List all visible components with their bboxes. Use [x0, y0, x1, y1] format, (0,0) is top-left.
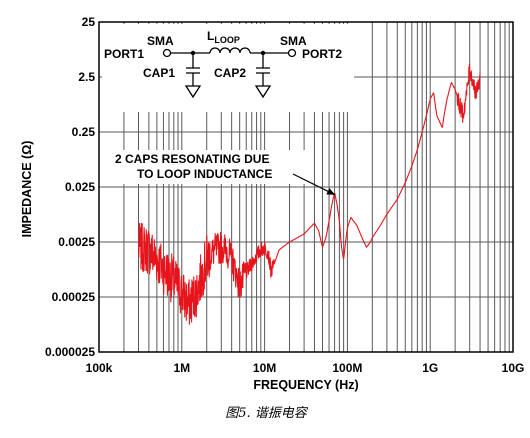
axis-layer: 100k 1M 10M 100M 1G 10G 25 2.5 0.25 0.025 0.0025 0.… [45, 15, 524, 375]
annotation-line2: TO LOOP INDUCTANCE [137, 167, 272, 181]
x-tick-label: 1G [422, 361, 438, 375]
schematic-cap1-label: CAP1 [143, 66, 175, 80]
schematic-inset: SMA SMA PORT1 PORT2 LLOOP CAP1 CAP2 [104, 29, 342, 99]
x-tick-label: 100M [332, 361, 362, 375]
annotation-arrowhead-icon [326, 188, 336, 195]
x-axis-title: FREQUENCY (Hz) [253, 378, 358, 392]
schematic-sma-left-label: SMA [147, 34, 174, 48]
x-tick-label: 1M [173, 361, 190, 375]
ground-cap2-icon [254, 85, 272, 99]
y-tick-label: 0.000025 [45, 345, 95, 359]
impedance-series-line [137, 63, 481, 325]
plot-frame [98, 21, 514, 353]
data-layer [137, 63, 481, 325]
x-tick-label: 10G [502, 361, 525, 375]
figure-caption: 图5. 谐振电容 [225, 405, 309, 421]
y-tick-label: 25 [82, 15, 96, 29]
schematic-inductor-label: LLOOP [207, 29, 240, 45]
schematic-port2-label: PORT2 [302, 47, 342, 61]
schematic-sma-right-label: SMA [280, 34, 307, 48]
schematic-background [102, 24, 354, 112]
schematic-inductor-main: L [207, 29, 214, 43]
schematic-inductor-sub: LOOP [214, 35, 240, 45]
y-tick-label: 0.00025 [52, 290, 96, 304]
ground-cap1-icon [184, 85, 202, 99]
y-axis-title: IMPEDANCE (Ω) [20, 141, 34, 238]
schematic-port1-label: PORT1 [104, 47, 144, 61]
y-tick-label: 2.5 [78, 70, 95, 84]
y-tick-label: 0.025 [65, 180, 95, 194]
schematic-cap2-label: CAP2 [214, 66, 246, 80]
x-tick-label: 100k [86, 361, 113, 375]
y-tick-label: 0.0025 [58, 235, 95, 249]
y-tick-label: 0.25 [72, 125, 96, 139]
capacitor-cap2-icon [256, 53, 270, 86]
annotation-line1: 2 CAPS RESONATING DUE [115, 152, 269, 166]
port1-connector-icon [162, 48, 172, 58]
inductor-coil-icon [209, 47, 251, 54]
annotation-background [110, 150, 310, 184]
port2-connector-icon [287, 48, 297, 58]
capacitor-cap1-icon [186, 53, 200, 86]
x-tick-label: 10M [253, 361, 276, 375]
